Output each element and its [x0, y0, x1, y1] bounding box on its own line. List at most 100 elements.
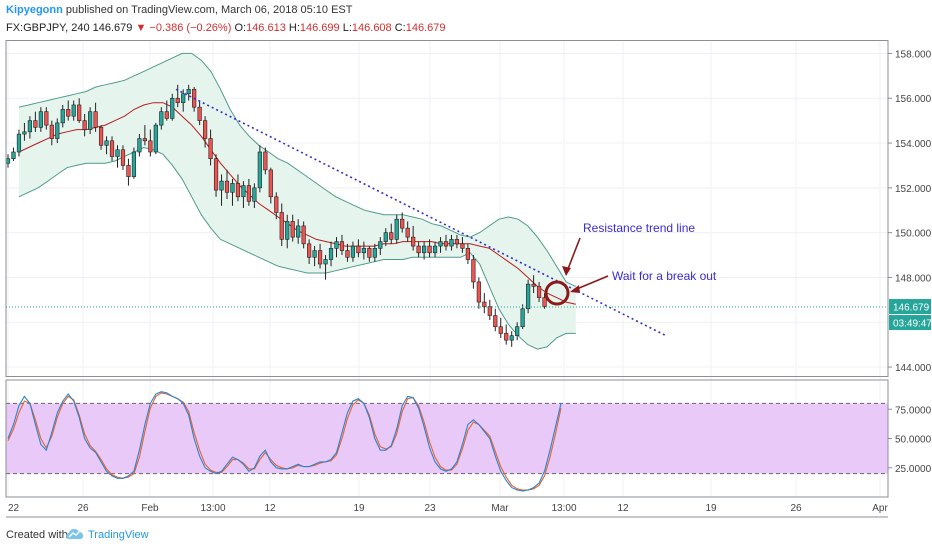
candle-body — [268, 169, 273, 198]
candle-body — [400, 218, 405, 229]
chart-header: Kipyegonn published on TradingView.com, … — [0, 0, 932, 40]
time-tick-label: Mar — [491, 503, 509, 514]
arrow-head-icon — [570, 285, 580, 293]
candle-body — [312, 250, 317, 258]
price-tick-label: 154.000 — [895, 139, 932, 150]
author-link[interactable]: Kipyegonn — [6, 4, 63, 16]
candle-body — [137, 138, 142, 153]
low-value: 146.608 — [351, 22, 392, 34]
candle-body — [509, 335, 514, 341]
candle-body — [531, 283, 536, 287]
tradingview-brand-link[interactable]: TradingView — [88, 529, 149, 541]
candle-body — [504, 333, 509, 341]
candle-body — [394, 218, 399, 240]
candle-body — [230, 183, 235, 193]
candle-body — [82, 120, 87, 130]
candle-body — [44, 111, 49, 126]
candle-body — [372, 248, 377, 258]
bollinger-upper-line — [18, 52, 577, 287]
created-with-text: Created with — [6, 529, 68, 541]
candle-body — [416, 245, 421, 254]
price-tick-label: 148.000 — [895, 273, 932, 284]
price-axis[interactable]: 158.000 156.000 154.000 152.000 150.000 148.0… — [888, 49, 932, 374]
open-label: O: — [234, 22, 247, 34]
candle-body — [526, 283, 531, 310]
candle-body — [443, 241, 449, 247]
bollinger-fill — [18, 53, 576, 350]
candle-body — [33, 120, 38, 128]
candle-body — [93, 111, 98, 128]
time-tick-label: 13:00 — [551, 503, 576, 514]
candle-body — [317, 250, 323, 265]
time-tick-label: 23 — [424, 503, 436, 514]
candle-body — [411, 236, 416, 247]
candle-body — [203, 120, 208, 139]
candle-body — [213, 158, 219, 191]
candle-body — [66, 109, 71, 117]
candle-body — [263, 151, 268, 171]
arrow-head-icon — [562, 266, 571, 276]
candle-body — [16, 133, 22, 153]
candle-body — [11, 151, 16, 160]
chart-area[interactable]: 158.000 156.000 154.000 152.000 150.000 148.0… — [0, 40, 932, 520]
main-pane-frame — [5, 40, 889, 377]
candle-body — [38, 111, 43, 128]
candle-body — [350, 245, 356, 258]
candle-body — [27, 120, 33, 133]
candle-body — [542, 297, 547, 307]
candle-body — [159, 111, 164, 126]
candle-body — [339, 241, 345, 251]
candle-body — [170, 97, 175, 119]
last-price-badge — [889, 299, 931, 315]
stochastic-band-fill — [6, 403, 888, 474]
candle-body — [449, 239, 454, 247]
open-value: 146.613 — [246, 22, 286, 34]
candle-body — [252, 187, 257, 202]
candle-body — [55, 122, 60, 139]
annotations: Resistance trend line Wait for a break o… — [544, 221, 717, 306]
candle-body — [60, 109, 65, 124]
candle-body — [427, 245, 432, 254]
candle-body — [421, 245, 427, 254]
time-tick-label: 26 — [77, 503, 89, 514]
time-axis[interactable]: 22 26 Feb 13:00 12 19 23 Mar 13:00 12 19 26 Apr — [8, 503, 888, 514]
stochastic-axis[interactable]: 75.0000 50.0000 25.0000 — [888, 405, 932, 475]
candle-body — [367, 248, 372, 258]
candle-body — [454, 239, 460, 245]
candle-body — [520, 308, 525, 328]
low-label: L: — [342, 22, 352, 34]
candle-body — [345, 250, 350, 258]
candle-body — [471, 259, 476, 283]
annotation-breakout-label: Wait for a break out — [612, 269, 717, 283]
candle-body — [389, 232, 394, 240]
published-text: published on TradingView.com, March 06, … — [65, 4, 353, 16]
bollinger-lower-line — [18, 146, 576, 350]
candle-body — [290, 221, 295, 238]
stochastic-k-line — [7, 391, 562, 492]
time-tick-label: 19 — [705, 503, 717, 514]
candle-body — [241, 185, 246, 198]
price-tick-label: 152.000 — [895, 184, 932, 195]
candle-body — [115, 149, 120, 157]
candle-body — [334, 241, 339, 249]
resistance-trend-line[interactable] — [175, 88, 667, 337]
candle-body — [175, 97, 180, 104]
candle-body — [378, 241, 383, 249]
candle-body — [164, 111, 169, 119]
annotation-resistance-label: Resistance trend line — [583, 221, 695, 235]
candle-body — [498, 326, 503, 334]
time-tick-label: 12 — [617, 503, 629, 514]
time-tick-label: 19 — [353, 503, 365, 514]
candle-body — [515, 326, 520, 336]
symbol-label[interactable]: FX:GBPJPY, 240 — [6, 22, 90, 34]
candle-body — [482, 301, 487, 307]
candle-body — [153, 124, 158, 153]
candle-body — [361, 248, 366, 254]
candle-body — [493, 315, 498, 328]
candle-body — [104, 140, 109, 146]
last-price: 146.679 — [92, 22, 133, 34]
change-arrow-icon: ▼ — [135, 22, 147, 34]
close-value: 146.679 — [405, 22, 446, 34]
stochastic-tick-label: 75.0000 — [895, 405, 932, 416]
countdown-badge — [889, 315, 931, 331]
